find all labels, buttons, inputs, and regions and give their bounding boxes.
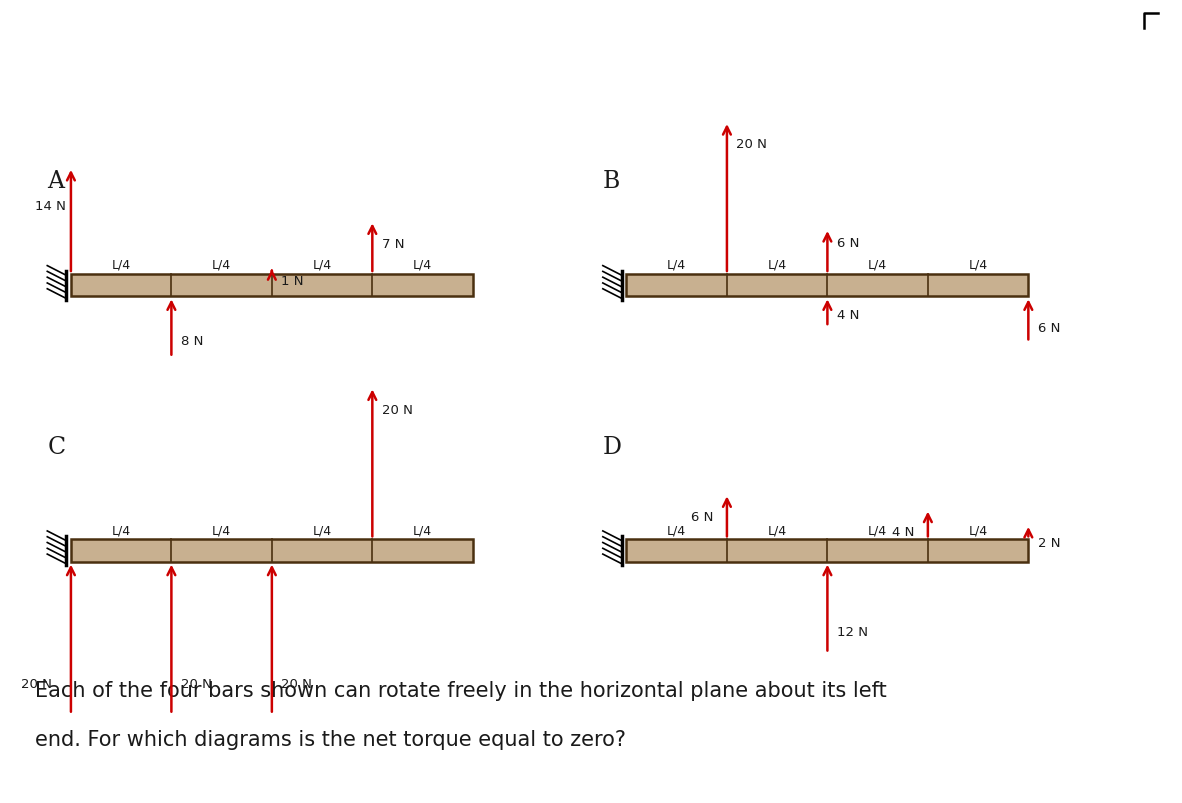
Text: L/4: L/4 <box>968 524 988 536</box>
Text: 20 N: 20 N <box>382 403 413 416</box>
Text: L/4: L/4 <box>413 259 433 271</box>
Text: L/4: L/4 <box>413 524 433 536</box>
Text: L/4: L/4 <box>212 259 232 271</box>
Text: 6 N: 6 N <box>1038 321 1060 335</box>
Text: 12 N: 12 N <box>837 626 868 638</box>
Text: 20 N: 20 N <box>736 138 767 151</box>
Text: L/4: L/4 <box>111 524 131 536</box>
Text: L/4: L/4 <box>111 259 131 271</box>
Text: L/4: L/4 <box>767 259 787 271</box>
Text: 7 N: 7 N <box>382 238 404 251</box>
Text: 4 N: 4 N <box>892 525 915 538</box>
Bar <box>626 275 1028 297</box>
Text: L/4: L/4 <box>667 524 687 536</box>
Text: L/4: L/4 <box>667 259 687 271</box>
Text: L/4: L/4 <box>212 524 232 536</box>
Text: 1 N: 1 N <box>281 275 304 288</box>
Text: 2 N: 2 N <box>1038 536 1060 549</box>
Text: 6 N: 6 N <box>691 510 714 523</box>
Text: 20 N: 20 N <box>281 677 312 691</box>
Text: 20 N: 20 N <box>181 677 212 691</box>
Text: L/4: L/4 <box>868 259 888 271</box>
Text: B: B <box>603 170 621 194</box>
Text: end. For which diagrams is the net torque equal to zero?: end. For which diagrams is the net torqu… <box>35 729 626 748</box>
Text: L/4: L/4 <box>968 259 988 271</box>
Text: 20 N: 20 N <box>21 677 52 691</box>
Text: 14 N: 14 N <box>35 200 66 213</box>
Text: L/4: L/4 <box>868 524 888 536</box>
Text: 6 N: 6 N <box>837 237 859 250</box>
Text: 8 N: 8 N <box>181 335 203 348</box>
Text: 4 N: 4 N <box>837 308 859 321</box>
Text: L/4: L/4 <box>767 524 787 536</box>
Bar <box>71 540 473 562</box>
Text: A: A <box>47 170 64 194</box>
Text: D: D <box>603 435 622 459</box>
Text: L/4: L/4 <box>312 259 332 271</box>
Text: C: C <box>47 435 65 459</box>
Text: L/4: L/4 <box>312 524 332 536</box>
Text: Each of the four bars shown can rotate freely in the horizontal plane about its : Each of the four bars shown can rotate f… <box>35 681 888 700</box>
Bar <box>626 540 1028 562</box>
Bar <box>71 275 473 297</box>
